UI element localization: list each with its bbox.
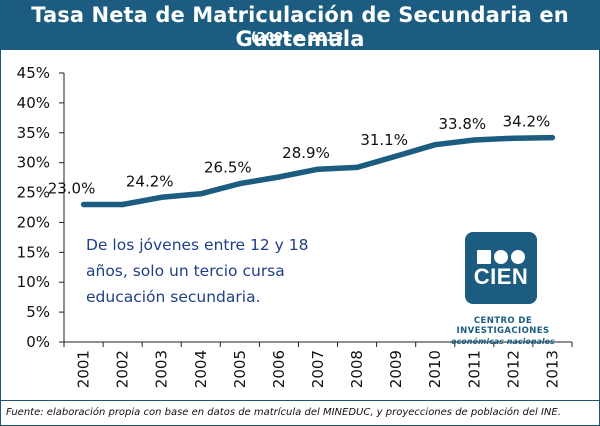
logo-circle-icon: [511, 250, 525, 264]
x-tick-label: 2001: [75, 350, 93, 388]
note-line-1: De los jóvenes entre 12 y 18: [86, 236, 309, 254]
x-tick-label: 2004: [192, 350, 210, 388]
y-tick-label: 35%: [17, 124, 50, 142]
y-tick-label: 40%: [17, 94, 50, 112]
data-point: [432, 142, 438, 148]
y-tick-label: 45%: [17, 64, 50, 82]
org-line-1: CENTRO DE INVESTIGACIONES: [456, 316, 550, 336]
data-label: 24.2%: [126, 172, 174, 190]
data-point: [119, 201, 126, 208]
x-tick-label: 2009: [387, 350, 405, 388]
data-point: [393, 153, 399, 159]
note-line-2: años, solo un tercio cursa: [86, 262, 285, 280]
x-tick-label: 2003: [153, 350, 171, 388]
series: [80, 134, 556, 208]
y-tick-label: 5%: [26, 303, 50, 321]
data-point: [158, 194, 165, 201]
data-point: [237, 180, 243, 187]
x-tick-label: 2011: [465, 350, 483, 388]
x-tick-label: 2013: [543, 350, 561, 388]
y-axis: 0% 5% 10% 15% 20% 25% 30% 35% 40% 45%: [17, 64, 65, 351]
data-point: [510, 135, 517, 141]
data-label: 33.8%: [438, 115, 486, 133]
y-tick-label: 30%: [17, 154, 50, 172]
chart-title: Tasa Neta de Matriculación de Secundaria…: [31, 3, 569, 51]
annotation-note: De los jóvenes entre 12 y 18 años, solo …: [86, 232, 316, 310]
chart-subtitle: (2001 a 2013): [250, 29, 350, 44]
organization-name: CENTRO DE INVESTIGACIONES económicas nac…: [438, 316, 568, 346]
data-point: [80, 201, 87, 208]
x-tick-label: 2007: [309, 350, 327, 388]
y-tick-label: 20%: [17, 213, 50, 231]
note-line-3: educación secundaria.: [86, 288, 261, 306]
data-labels: 23.0% 24.2% 26.5% 28.9% 31.1% 33.8% 34.2%: [48, 113, 551, 198]
data-label: 23.0%: [48, 180, 96, 198]
x-tick-label: 2012: [504, 350, 522, 388]
cien-logo: CIEN: [465, 232, 537, 304]
data-label: 28.9%: [282, 144, 330, 162]
x-tick-label: 2010: [426, 350, 444, 388]
data-label: 26.5%: [204, 159, 252, 177]
data-point: [276, 174, 282, 180]
data-label: 31.1%: [360, 131, 408, 149]
line-chart: 0%5%10%15%20%25%30%35%40%45% 2001 2002 200…: [17, 64, 573, 388]
y-tick-label: 25%: [17, 184, 50, 202]
data-point: [549, 134, 556, 141]
x-tick-label: 2005: [231, 350, 249, 388]
y-tick-label: 10%: [17, 273, 50, 291]
logo-circle-icon: [494, 250, 508, 264]
data-point: [471, 137, 478, 143]
source-note: Fuente: elaboración propia con base en d…: [0, 400, 600, 426]
data-point: [198, 191, 204, 197]
org-line-2: económicas nacionales: [451, 337, 555, 346]
y-tick-label: 15%: [17, 243, 50, 261]
chart-header: Tasa Neta de Matriculación de Secundaria…: [0, 0, 600, 51]
x-tick-label: 2002: [114, 350, 132, 388]
logo-square-icon: [477, 250, 491, 264]
data-label: 34.2%: [503, 113, 551, 131]
x-tick-label: 2008: [348, 350, 366, 388]
data-point: [354, 164, 360, 171]
y-tick-label: 0%: [26, 333, 50, 351]
x-axis: 2001 2002 2003 2004 2005 2006 2007 2008 2009 2010…: [63, 341, 573, 388]
x-tick-label: 2006: [270, 350, 288, 388]
data-point: [315, 166, 321, 172]
logo-text: CIEN: [473, 264, 529, 289]
